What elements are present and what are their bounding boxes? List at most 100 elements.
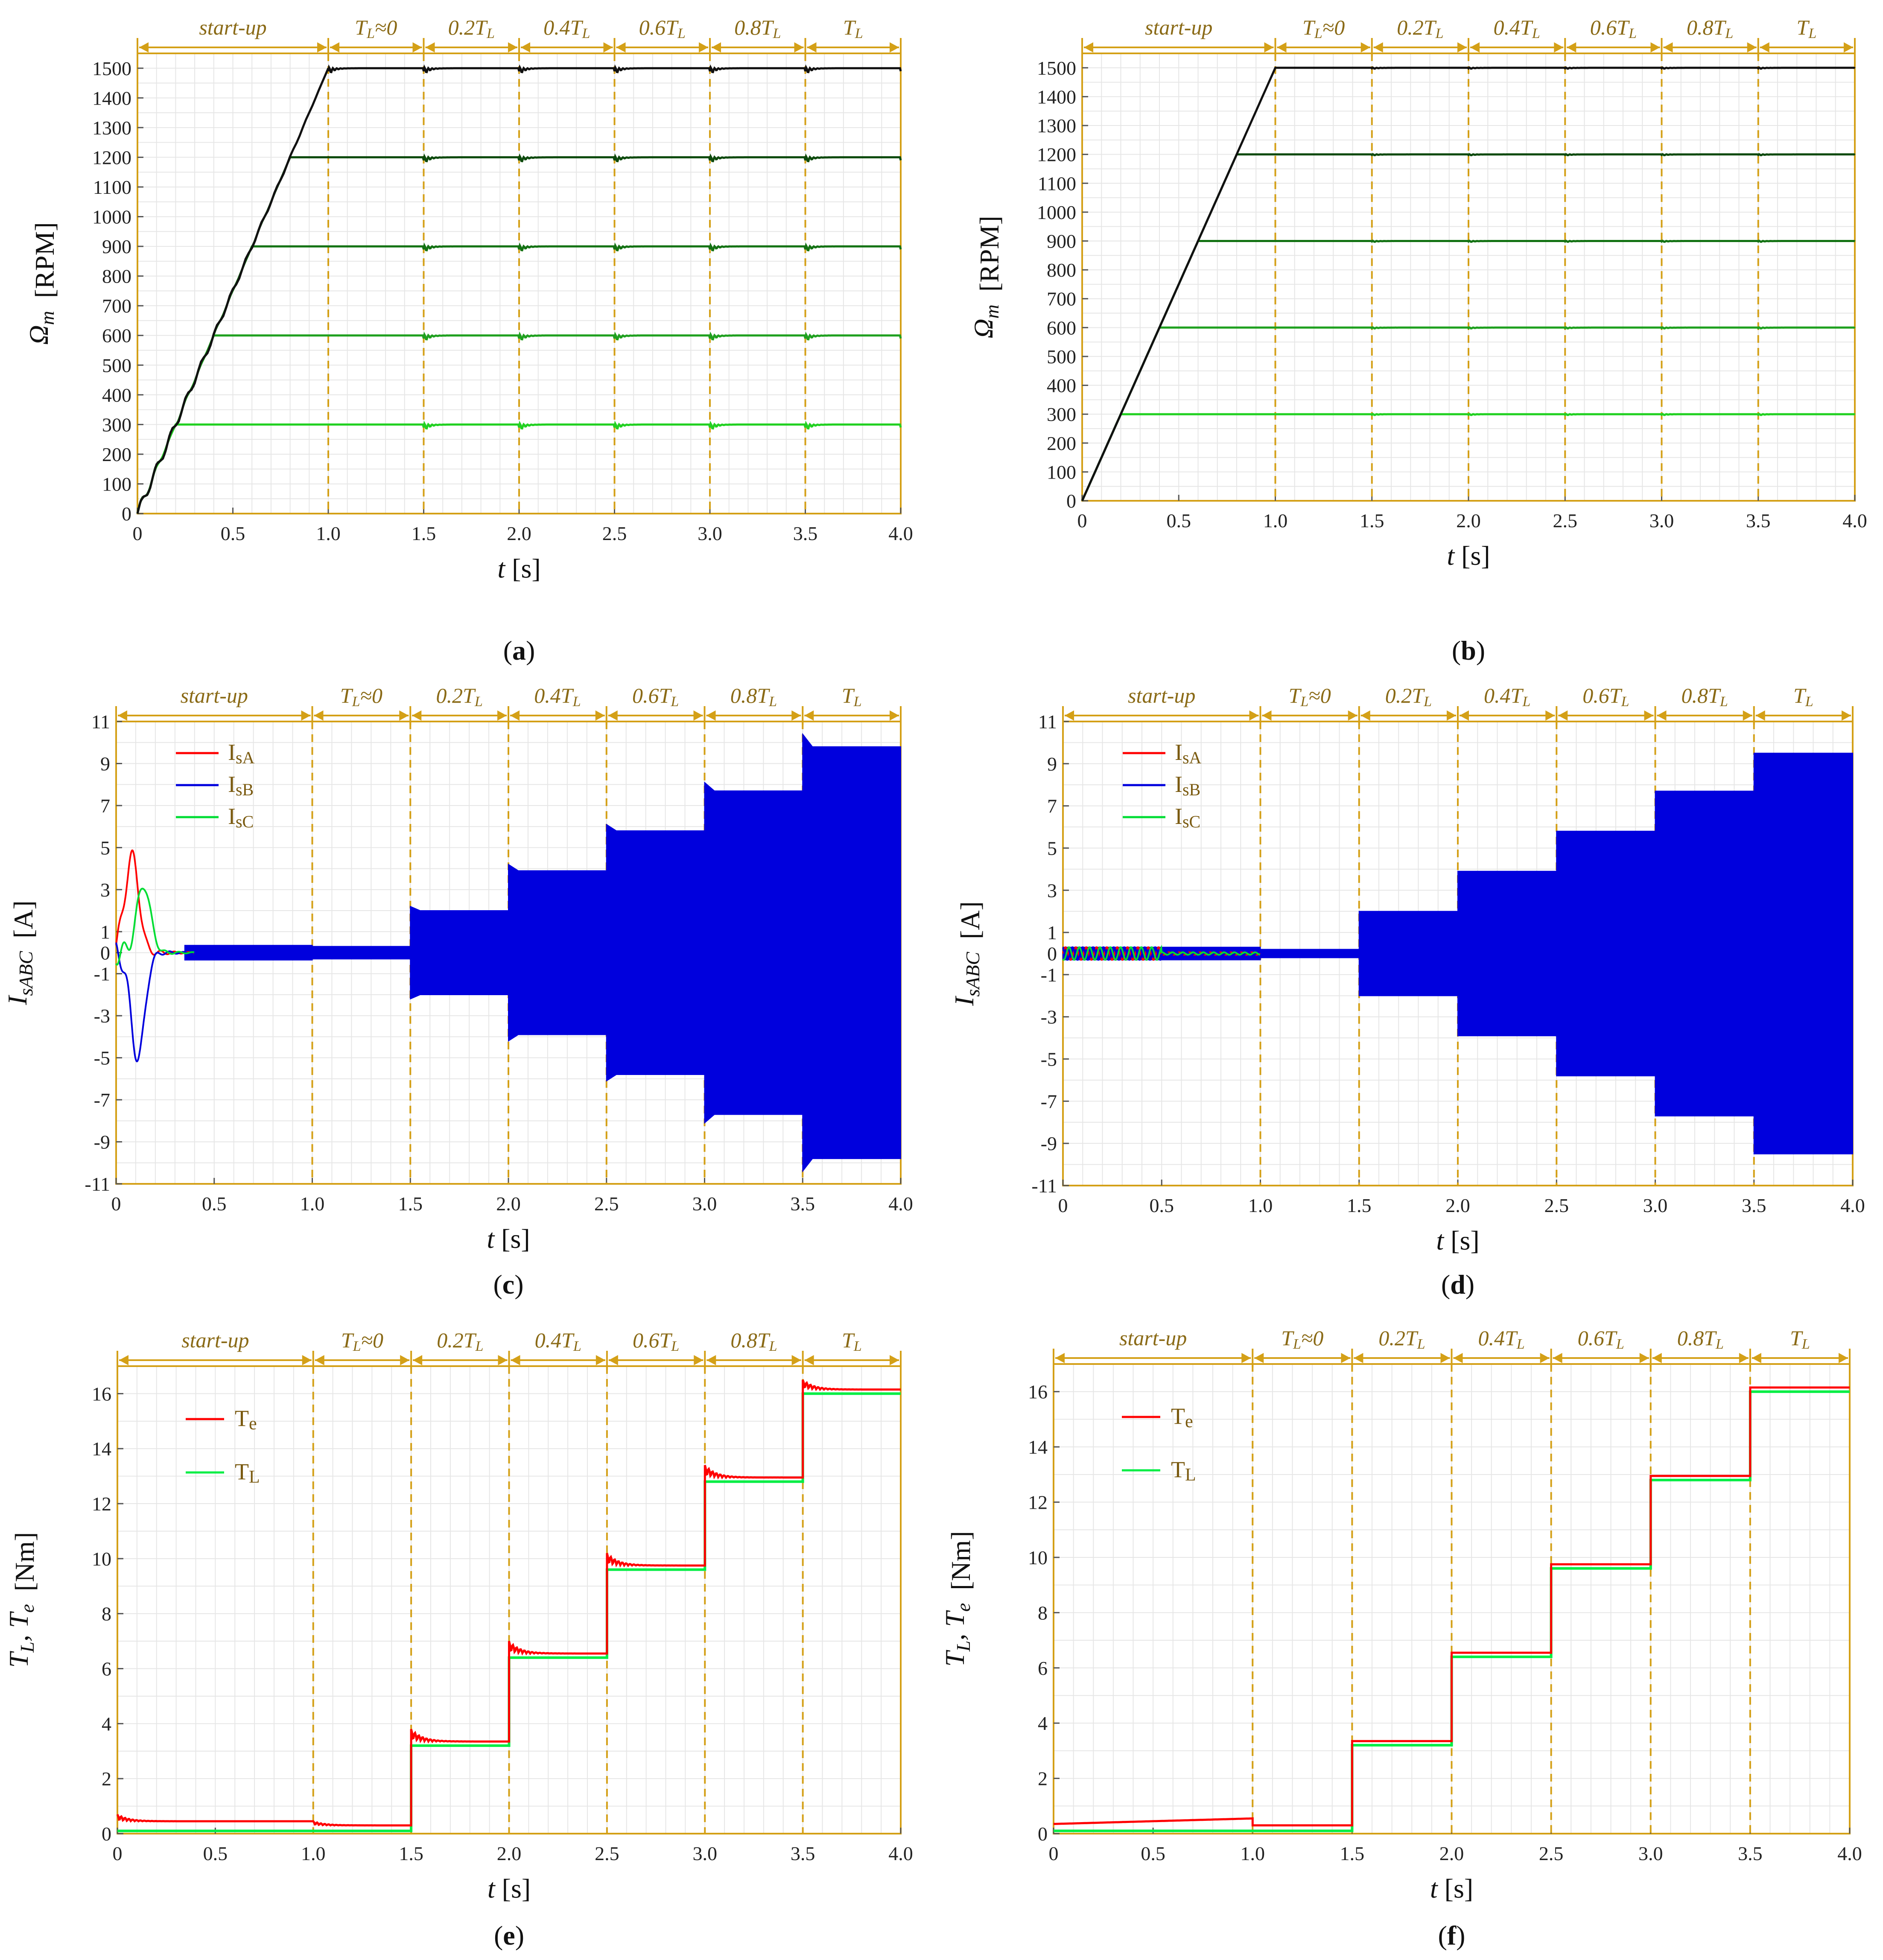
phase-label: 0.2TL [1378, 1326, 1425, 1352]
x-tick-label: 2.0 [1445, 1195, 1470, 1216]
y-tick-label: 12 [92, 1493, 111, 1515]
phase-arrowhead-left [330, 42, 339, 53]
phase-arrowhead-left [1567, 42, 1576, 53]
phase-label: start-up [199, 15, 266, 39]
phase-label-sub: L [1621, 694, 1629, 710]
panel-c: 0 0.5 1.0 1.5 2.0 2.5 3.0 3.5 4.011975310-1-3-5-… [2, 684, 913, 1300]
legend-label: IsC [1175, 803, 1200, 831]
phase-label: 0.8TL [1687, 15, 1733, 41]
plot-area [136, 64, 902, 514]
phase-label-pre: 0.4 [1484, 684, 1511, 707]
current-envelope [1655, 791, 1755, 1116]
phase-label-T: T [761, 15, 774, 39]
phase-arrowhead-right [1739, 1353, 1749, 1363]
phase-label: 0.8TL [730, 1328, 777, 1354]
phase-label: 0.6TL [1582, 684, 1629, 710]
legend-main: I [1175, 803, 1182, 829]
phase-arrowhead-left [706, 710, 716, 721]
legend-main: I [228, 803, 236, 829]
y-tick-label: 900 [1047, 230, 1076, 252]
phase-label-pre: 0.6 [632, 684, 659, 707]
x-axis-var: t [1447, 540, 1455, 571]
x-tick-label: 3.5 [1738, 1843, 1763, 1864]
phase-label-pre: 0.2 [448, 15, 475, 39]
phase-label-T: T [842, 684, 855, 707]
current-envelope [704, 781, 803, 1124]
phase-arrowhead-left [119, 1355, 128, 1365]
y-tick-label: 3 [1047, 879, 1057, 901]
x-tick-label: 3.0 [1638, 1843, 1663, 1864]
phase-label-sub: L [366, 26, 375, 41]
series-1200-rpm [1081, 153, 1856, 502]
x-tick-label: 0.5 [221, 523, 245, 544]
x-tick-label: 1.5 [1340, 1843, 1365, 1864]
phase-label-sub: L [768, 694, 777, 710]
phase-arrowhead-right [1360, 42, 1370, 53]
phase-arrowhead-right [791, 1355, 801, 1365]
phase-label-sub: L [353, 1338, 361, 1354]
phase-label: 0.8TL [1677, 1326, 1724, 1352]
x-tick-label: 0.5 [203, 1843, 228, 1864]
y-tick-label: 7 [100, 795, 110, 817]
phase-arrowhead-right [1842, 710, 1851, 721]
series-IsC [1062, 944, 1261, 961]
phase-label: TL [842, 1328, 862, 1354]
x-tick-label: 1.5 [399, 1843, 423, 1864]
phase-label-pre: 0.8 [734, 15, 761, 39]
phase-label-sub: L [1808, 26, 1816, 41]
legend-main: T [1171, 1403, 1185, 1429]
x-axis-var: t [488, 1873, 496, 1904]
x-tick-label: 2.5 [594, 1193, 619, 1215]
y-tick-label: 200 [1047, 432, 1076, 454]
y-tick-label: 3 [100, 879, 110, 901]
phase-arrowhead-right [1341, 1353, 1351, 1363]
x-tick-label: 1.5 [1347, 1195, 1372, 1216]
x-axis-unit: [s] [1438, 1873, 1474, 1904]
phase-label-post: ≈0 [1301, 1326, 1323, 1350]
phase-arrowhead-right [1545, 710, 1555, 721]
phase-label-T: T [1505, 1326, 1518, 1350]
x-tick-label: 1.5 [1360, 510, 1384, 532]
phase-arrowhead-left [1084, 42, 1093, 53]
y-tick-label: 0 [1066, 490, 1076, 512]
phase-label-pre: 0.8 [1677, 1326, 1704, 1350]
series-1200-rpm [136, 153, 902, 514]
x-axis-unit: [s] [494, 1224, 530, 1254]
phase-label-sub: L [1435, 26, 1444, 41]
y-tick-label: 400 [1047, 375, 1076, 397]
y-axis-unit: [Nm] [946, 1531, 976, 1590]
phase-arrowhead-left [1752, 1353, 1761, 1363]
phase-arrowhead-right [317, 42, 327, 53]
y-tick-label: -1 [94, 963, 110, 985]
legend-sub: L [1185, 1465, 1196, 1485]
x-tick-label: 3.5 [793, 523, 818, 544]
phase-arrowhead-right [1650, 42, 1660, 53]
series-TL [117, 1392, 901, 1832]
caption-open: ( [494, 1920, 503, 1951]
phase-label-sub: L [671, 1338, 679, 1354]
y-axis-sym: T [3, 1650, 34, 1668]
x-tick-label: 1.5 [398, 1193, 423, 1215]
y-tick-label: 1300 [92, 117, 131, 139]
phase-label: 0.4TL [535, 1328, 581, 1354]
phase-label-sub: L [1417, 1336, 1425, 1352]
x-tick-label: 2.0 [496, 1193, 521, 1215]
phase-label-T: T [1520, 15, 1533, 39]
x-tick-label: 2.0 [497, 1843, 522, 1864]
phase-label-pre: 0.8 [1682, 684, 1708, 707]
phase-label-pre: 0.2 [436, 684, 463, 707]
phase-label: 0.2TL [1385, 684, 1432, 710]
phase-arrowhead-right [1639, 1353, 1649, 1363]
y-tick-label: 600 [102, 325, 131, 347]
y-tick-label: 0 [102, 1823, 111, 1845]
caption-open: ( [1441, 1269, 1450, 1300]
y-tick-label: 400 [102, 384, 131, 406]
y-axis-sym: , T [940, 1610, 970, 1641]
phase-arrowhead-left [1055, 1353, 1065, 1363]
phase-label-sub: L [1532, 26, 1540, 41]
y-axis-sym: I [949, 996, 979, 1006]
phase-label: 0.2TL [436, 684, 483, 710]
y-axis-label: IsABC [A] [949, 901, 985, 1006]
y-tick-label: 9 [100, 753, 110, 774]
y-tick-label: 700 [1047, 288, 1076, 310]
